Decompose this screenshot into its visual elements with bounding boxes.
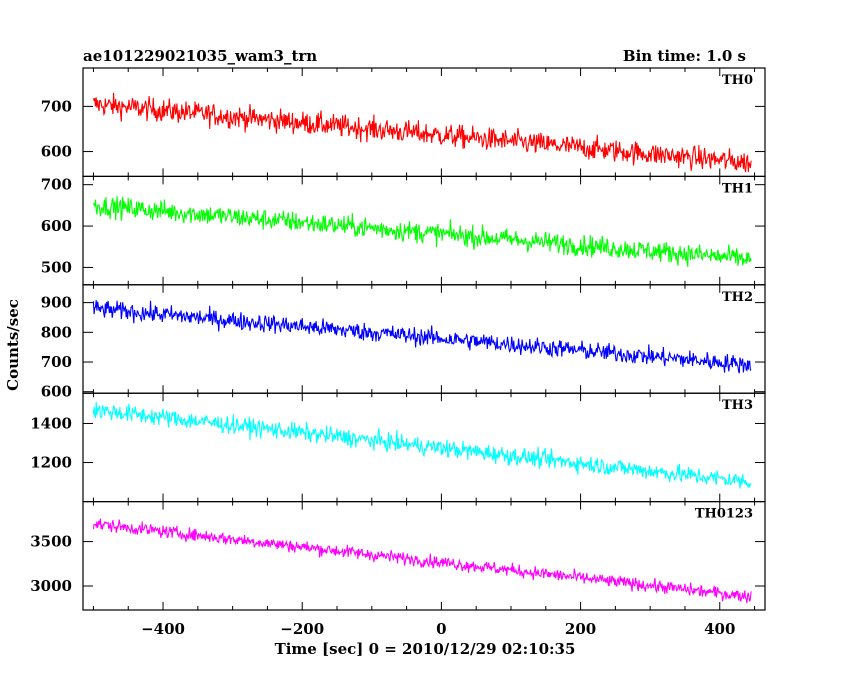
panel-label-th0123: TH0123 [695, 507, 753, 522]
y-tick-label: 700 [41, 97, 72, 115]
y-tick-label: 600 [41, 383, 72, 401]
y-tick-label: 1200 [30, 454, 72, 472]
figure-title: ae101229021035_wam3_trn [83, 47, 317, 65]
y-tick-label: 800 [41, 323, 72, 341]
x-axis-label: Time [sec] 0 = 2010/12/29 02:10:35 [275, 640, 576, 658]
y-tick-label: 3000 [30, 577, 72, 595]
y-tick-label: 600 [41, 217, 72, 235]
panel-th3: 1200 1400 TH3 [30, 392, 766, 503]
panel-th0: 600 700 TH0 [41, 67, 766, 178]
bin-time-label: Bin time: 1.0 s [623, 47, 746, 65]
panels-group: 600 700 TH0 500 600 700 TH1 600 700 800 900 TH2 1200… [30, 67, 766, 611]
y-tick-label: 700 [41, 353, 72, 371]
x-tick-label: 200 [565, 620, 596, 638]
y-tick-label: 500 [41, 258, 72, 276]
panel-label-th1: TH1 [722, 181, 753, 196]
panel-label-th0: TH0 [722, 73, 753, 88]
x-tick-label: −400 [141, 620, 185, 638]
panel-th0123: 3000 3500 TH0123 [30, 501, 766, 611]
series-line-th2 [92, 300, 752, 374]
panel-frame [82, 67, 766, 178]
y-tick-label: 600 [41, 143, 72, 161]
y-tick-label: 900 [41, 294, 72, 312]
x-tick-label: −200 [280, 620, 324, 638]
panel-th1: 500 600 700 TH1 [41, 175, 766, 286]
panel-label-th3: TH3 [722, 398, 753, 413]
series-line-th0123 [92, 518, 752, 604]
panel-frame [82, 501, 766, 611]
panel-frame [82, 392, 766, 503]
panel-frame [82, 175, 766, 286]
series-line-th1 [92, 196, 752, 267]
x-axis: −400 −200 0 200 400 [141, 620, 735, 638]
x-tick-label: 0 [436, 620, 446, 638]
x-tick-label: 400 [704, 620, 735, 638]
y-tick-label: 700 [41, 176, 72, 194]
panel-th2: 600 700 800 900 TH2 [41, 284, 766, 401]
y-tick-label: 1400 [30, 414, 72, 432]
panel-label-th2: TH2 [722, 290, 753, 305]
series-line-th3 [92, 401, 752, 489]
y-axis-label: Counts/sec [4, 299, 22, 391]
series-line-th0 [92, 92, 752, 173]
y-tick-label: 3500 [30, 533, 72, 551]
